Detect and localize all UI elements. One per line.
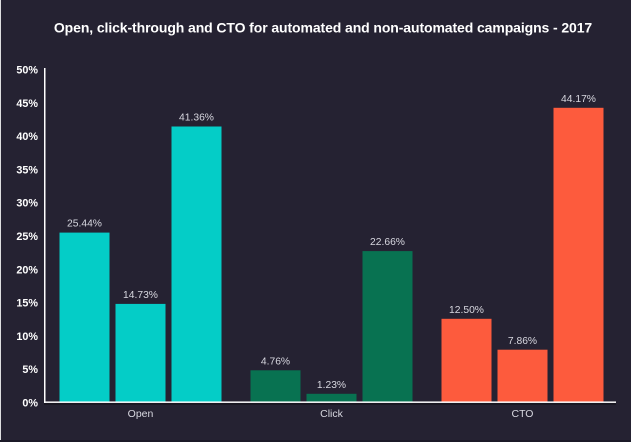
svg-text:14.73%: 14.73% — [123, 290, 158, 301]
svg-text:Open: Open — [128, 408, 154, 420]
svg-text:44.17%: 44.17% — [561, 94, 596, 105]
svg-text:15%: 15% — [16, 298, 38, 310]
svg-text:10%: 10% — [16, 331, 38, 343]
svg-text:25%: 25% — [16, 231, 38, 243]
svg-text:41.36%: 41.36% — [179, 113, 214, 124]
svg-text:20%: 20% — [16, 264, 38, 276]
svg-text:0%: 0% — [22, 397, 38, 409]
svg-text:40%: 40% — [16, 131, 38, 143]
svg-text:Click: Click — [320, 408, 343, 420]
svg-text:30%: 30% — [16, 198, 38, 210]
svg-text:4.76%: 4.76% — [261, 356, 290, 367]
svg-text:50%: 50% — [16, 64, 38, 76]
svg-text:5%: 5% — [22, 364, 38, 376]
svg-text:22.66%: 22.66% — [370, 237, 405, 248]
svg-text:45%: 45% — [16, 98, 38, 110]
svg-text:CTO: CTO — [512, 408, 534, 420]
svg-text:12.50%: 12.50% — [449, 305, 484, 316]
svg-text:Open, click-through and CTO fo: Open, click-through and CTO for automate… — [54, 20, 593, 36]
svg-text:35%: 35% — [16, 164, 38, 176]
svg-text:1.23%: 1.23% — [317, 380, 346, 391]
svg-text:7.86%: 7.86% — [508, 336, 537, 347]
svg-text:25.44%: 25.44% — [67, 219, 102, 230]
